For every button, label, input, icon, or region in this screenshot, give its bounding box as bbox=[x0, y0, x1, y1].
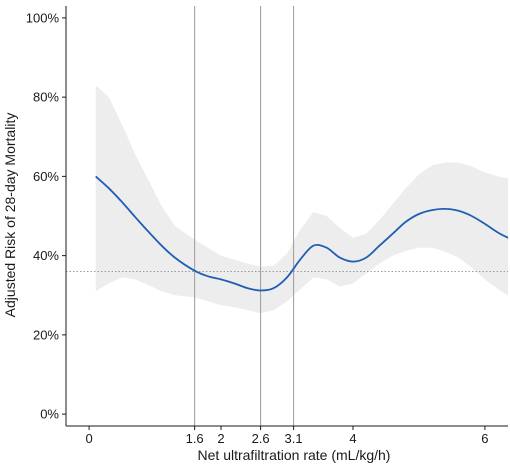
x-axis-title: Net ultrafiltration rate (mL/kg/h) bbox=[198, 447, 391, 463]
x-tick-label: 2.6 bbox=[252, 431, 270, 446]
y-tick-label: 80% bbox=[33, 90, 59, 105]
y-tick-label: 100% bbox=[26, 10, 60, 25]
y-tick-label: 0% bbox=[40, 407, 59, 422]
y-axis-title: Adjusted Risk of 28-day Mortality bbox=[2, 113, 18, 318]
x-tick-label: 3.1 bbox=[285, 431, 303, 446]
confidence-band bbox=[95, 85, 508, 314]
x-tick-label: 2 bbox=[217, 431, 224, 446]
risk-curve bbox=[95, 175, 509, 292]
x-tick-label: 1.6 bbox=[186, 431, 204, 446]
x-tick-label: 4 bbox=[349, 431, 356, 446]
plot-area: 0% 20% 40% 60% 80% 100% 0 1.6 2 2.6 3.1 4 6 bbox=[26, 6, 509, 446]
x-tick-label: 6 bbox=[481, 431, 488, 446]
x-tick-label: 0 bbox=[85, 431, 92, 446]
y-tick-label: 60% bbox=[33, 169, 59, 184]
y-tick-label: 40% bbox=[33, 248, 59, 263]
y-tick-label: 20% bbox=[33, 327, 59, 342]
